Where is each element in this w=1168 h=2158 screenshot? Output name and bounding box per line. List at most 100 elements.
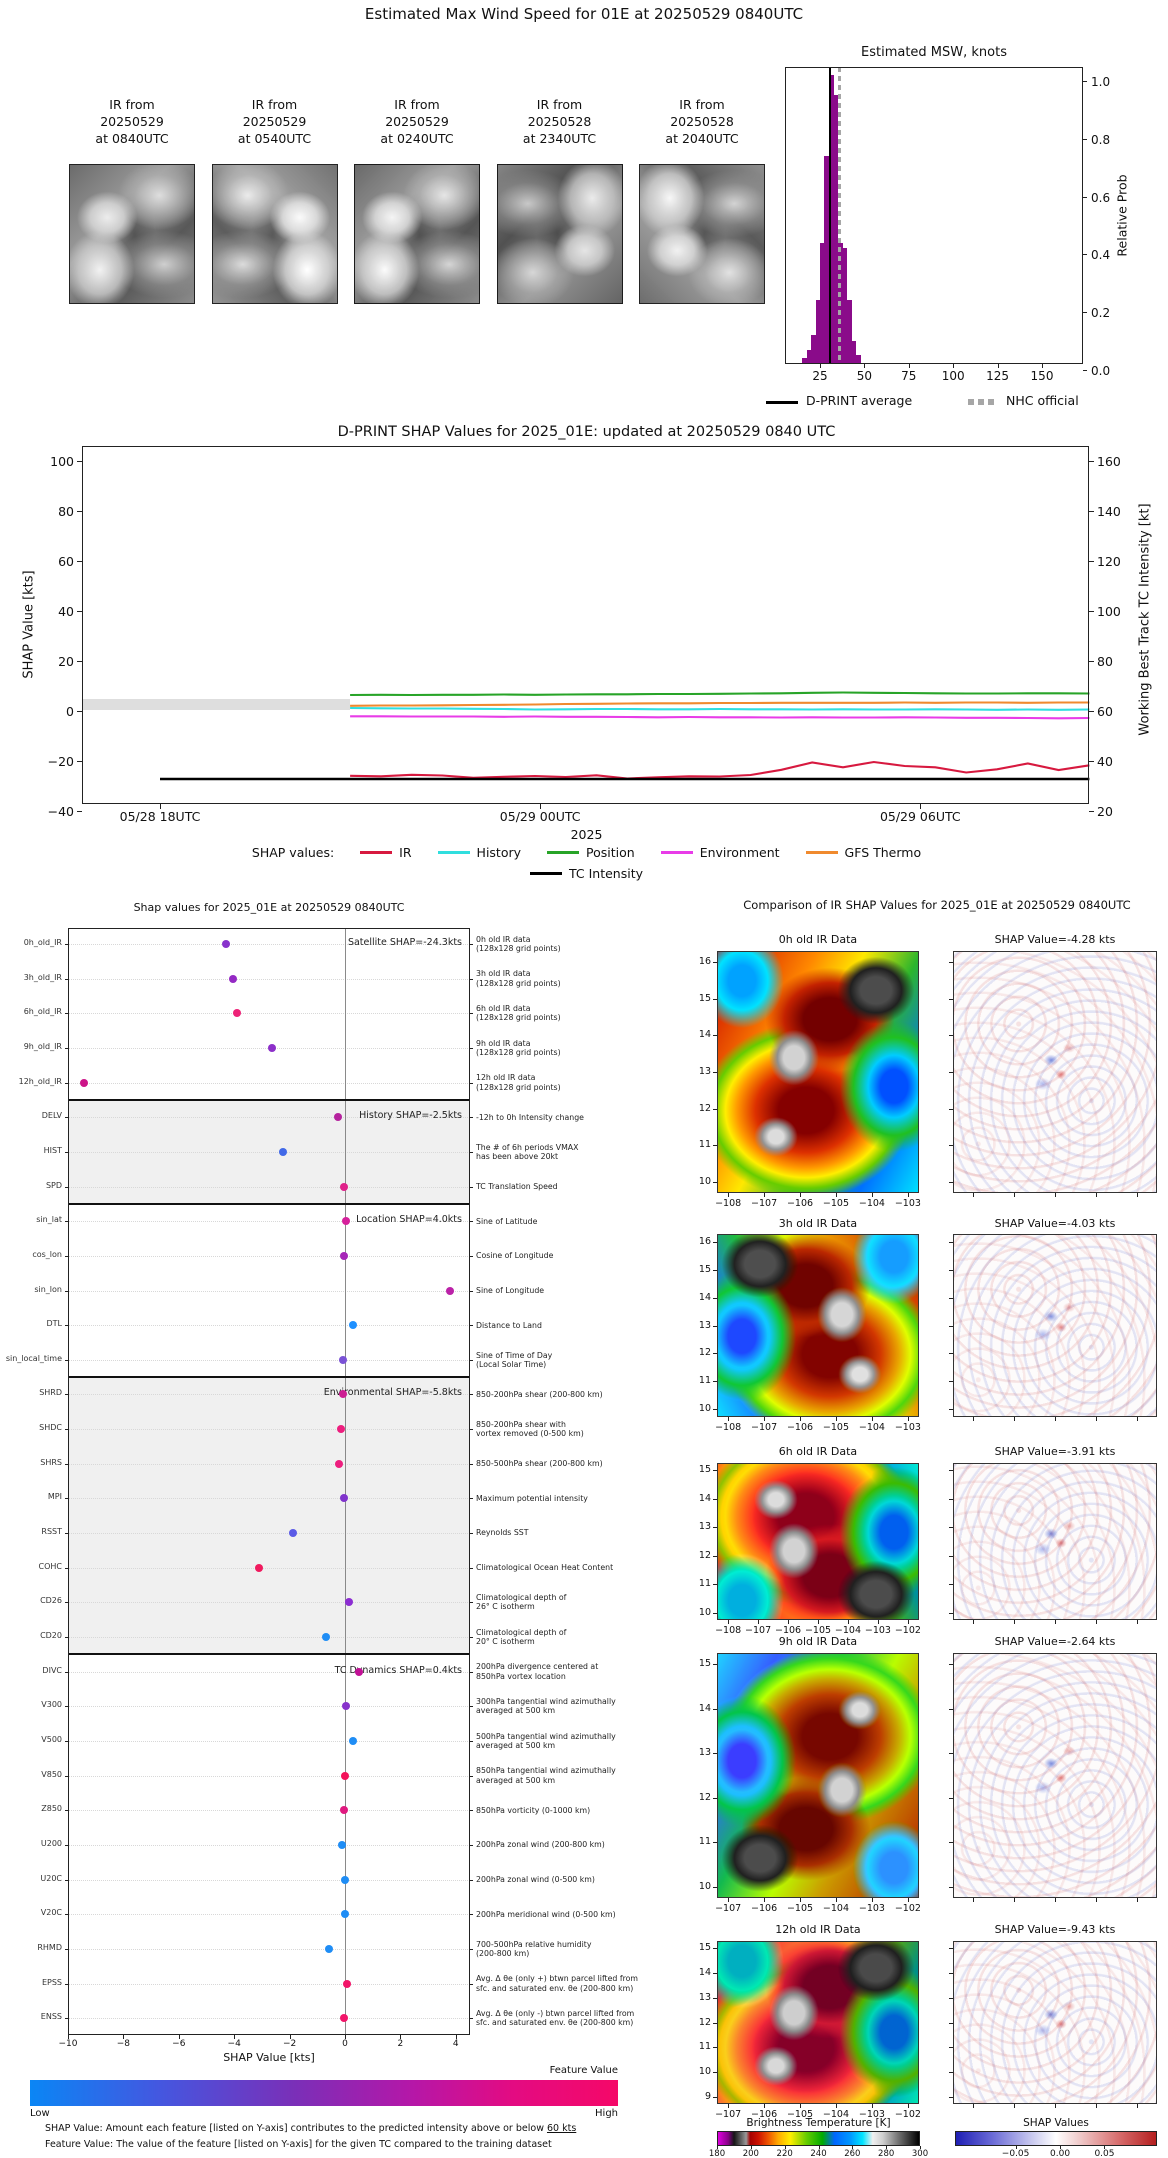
dotplot-point	[279, 1147, 288, 1156]
timeseries-ytick-right-label: 80	[1097, 654, 1113, 669]
dotplot-feature-desc: Avg. Δ θe (only +) btwn parcel lifted fr…	[476, 1974, 638, 1993]
ir-map-ytick-mark	[713, 998, 717, 1000]
histogram-ytick-mark	[1083, 254, 1087, 256]
dotplot-desc-tick	[470, 1013, 473, 1015]
legend-swatch	[805, 850, 838, 854]
dotplot-xlabel: SHAP Value [kts]	[223, 2051, 315, 2064]
ir-thumbnail	[639, 164, 765, 304]
shap-map-ytick-mark	[949, 1797, 953, 1799]
footnote-shap-value-underline: 60 kts	[546, 2123, 577, 2134]
ir-map-xtick-mark	[907, 1898, 909, 1902]
ir-map-ytick-mark	[713, 1886, 717, 1888]
shap-map	[953, 1653, 1157, 1898]
dotplot-desc-tick	[470, 1671, 473, 1673]
ir-map-ytick-mark	[713, 1555, 717, 1557]
shap-map-ytick-mark	[949, 1842, 953, 1844]
histogram-bar	[833, 95, 839, 364]
dotplot-desc-tick	[470, 1740, 473, 1742]
shap-map-xtick-mark	[1136, 1620, 1138, 1624]
series-line-environment	[350, 715, 1090, 720]
histogram-ytick-mark	[1083, 81, 1087, 82]
timeseries-xtick-mark	[920, 804, 922, 809]
ir-map-ytick-label: 15	[698, 1464, 711, 1476]
shap-map-ytick-mark	[949, 1297, 953, 1299]
ir-map-ytick-mark	[713, 1527, 717, 1529]
dotplot-xtick-mark	[123, 2035, 125, 2039]
ir-map-ytick-label: 14	[698, 1492, 711, 1504]
dotplot-feature-desc: 850-200hPa shear (200-800 km)	[476, 1389, 603, 1399]
shap-map-ytick-mark	[949, 1408, 953, 1410]
ir-map-ytick-mark	[713, 1498, 717, 1500]
ir-map-xtick-mark	[764, 1417, 766, 1421]
ir-map-ytick-label: 12	[698, 1102, 711, 1114]
dotplot-xtick-label: −10	[58, 2039, 78, 2049]
shap-map	[953, 1463, 1157, 1620]
legend-swatch	[547, 850, 580, 854]
ir-map-xtick-label: −104	[822, 2109, 850, 2120]
histogram-ytick-mark	[1083, 370, 1087, 371]
timeseries-ytick-left-label: 40	[58, 604, 74, 619]
shap-map-ytick-mark	[949, 1182, 953, 1184]
histogram-ytick-label: 0.0	[1091, 364, 1111, 378]
timeseries-ylabel-left: SHAP Value [kts]	[21, 570, 37, 679]
dotplot-feature-label: V300	[41, 1700, 62, 1710]
dotplot-point	[341, 1217, 350, 1226]
dotplot-feature-label: RSST	[41, 1527, 62, 1537]
dotplot-feature-tick	[65, 1186, 68, 1188]
dotplot-feature-label: sin_lat	[36, 1215, 62, 1225]
dotplot-feature-label: 3h_old_IR	[23, 972, 62, 982]
ir-map-xtick-label: −108	[715, 1198, 742, 1209]
shap-map-ytick-mark	[949, 2047, 953, 2049]
ir-map-ytick-mark	[713, 1182, 717, 1184]
dotplot-xtick-mark	[455, 2035, 457, 2039]
dotplot-desc-tick	[470, 1533, 473, 1535]
bt-colorbar-tick-label: 260	[844, 2149, 861, 2158]
ir-map-xtick-label: −103	[858, 2109, 885, 2120]
dotplot-gridline	[68, 1567, 470, 1569]
ir-map-ytick-mark	[713, 1753, 717, 1755]
ir-map-xtick-label: −106	[786, 1422, 814, 1433]
timeseries-ytick-right-label: 140	[1097, 504, 1121, 519]
dotplot-point	[229, 974, 238, 983]
dotplot-gridline	[68, 1082, 470, 1084]
dotplot-desc-tick	[470, 1221, 473, 1223]
dotplot-point	[341, 1702, 350, 1711]
dotplot-gridline	[68, 1948, 470, 1950]
ir-thumbnail-caption: IR from 20250529 at 0840UTC	[95, 97, 169, 146]
dotplot-feature-label: EPSS	[41, 1977, 62, 1987]
histogram-ytick-mark	[1083, 138, 1087, 140]
ir-map-title: 6h old IR Data	[778, 1445, 858, 1458]
dotplot-desc-tick	[470, 1325, 473, 1327]
bt-colorbar-tick-mark	[784, 2146, 786, 2149]
timeseries-ytick-left-mark	[77, 561, 82, 562]
dotplot-gridline	[68, 1671, 470, 1673]
series-line-history	[350, 706, 1090, 711]
dotplot-desc-tick	[470, 1498, 473, 1500]
ir-map-ytick-mark	[713, 1664, 717, 1666]
feature-value-colorbar	[30, 2080, 618, 2106]
dotplot-desc-tick	[470, 1844, 473, 1846]
dotplot-point	[325, 1944, 334, 1953]
dotplot-feature-label: V500	[41, 1734, 62, 1744]
ir-map-xtick-label: −106	[751, 1903, 778, 1914]
ir-map-ytick-label: 14	[698, 1291, 711, 1303]
ir-map-xtick-label: −107	[715, 1903, 742, 1914]
dotplot-point	[339, 1390, 348, 1399]
nhc-official-line	[837, 67, 841, 364]
ir-map-xtick-mark	[788, 1620, 790, 1624]
footnote-feature-value: Feature Value: The value of the feature …	[45, 2139, 552, 2150]
ir-map-ytick-label: 13	[698, 1521, 711, 1533]
legend-label: History	[476, 844, 522, 860]
dotplot-xtick-label: −8	[116, 2039, 131, 2049]
histogram-xtick-mark	[908, 364, 910, 368]
ir-map-ytick-label: 11	[698, 1139, 711, 1151]
shap-map-xtick-mark	[1055, 1620, 1056, 1624]
dotplot-feature-label: COHC	[38, 1561, 62, 1571]
dotplot-feature-label: sin_local_time	[5, 1353, 62, 1363]
dotplot-point	[348, 1321, 357, 1330]
shap-map-ytick-mark	[949, 1612, 953, 1614]
histogram-xtick-mark	[1042, 364, 1043, 368]
dotplot-feature-desc: Climatological depth of 26° C isotherm	[476, 1593, 567, 1612]
timeseries-xtick-label: 05/29 00UTC	[499, 809, 581, 824]
dotplot-xtick-mark	[345, 2035, 346, 2039]
